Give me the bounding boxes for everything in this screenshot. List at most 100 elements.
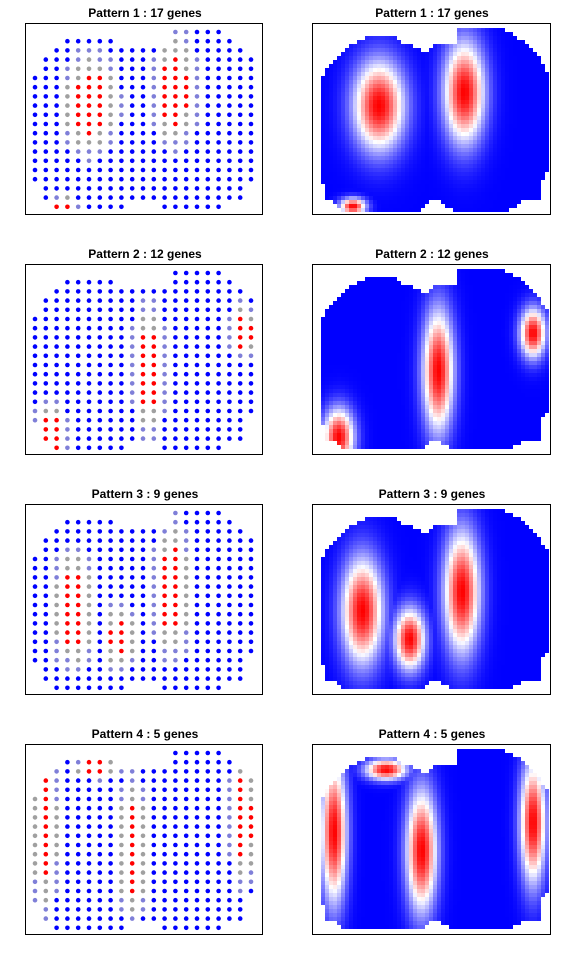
surface-cell: [365, 409, 369, 413]
surface-cell: [433, 112, 437, 116]
surface-cell: [357, 180, 361, 184]
expression-spot: [140, 436, 146, 441]
expression-spot: [173, 298, 178, 303]
surface-cell: [533, 333, 537, 337]
surface-cell: [469, 56, 473, 60]
surface-cell: [341, 353, 345, 357]
expression-spot: [183, 390, 189, 395]
surface-cell: [421, 313, 425, 317]
surface-cell: [353, 293, 357, 297]
expression-spot: [205, 94, 211, 99]
surface-cell: [529, 305, 533, 309]
surface-cell: [417, 317, 421, 321]
surface-cell: [477, 164, 481, 168]
surface-cell: [509, 40, 513, 44]
surface-cell: [421, 144, 425, 148]
expression-spot: [173, 289, 178, 294]
surface-cell: [329, 108, 333, 112]
surface-cell: [429, 184, 433, 188]
surface-cell: [353, 116, 357, 120]
surface-cell: [381, 168, 385, 172]
surface-cell: [333, 60, 337, 64]
expression-spot: [108, 121, 113, 127]
surface-cell: [505, 192, 509, 196]
surface-cell: [389, 36, 393, 40]
surface-cell: [465, 116, 469, 120]
surface-cell: [401, 413, 405, 417]
expression-spot: [108, 289, 113, 294]
expression-spot: [75, 66, 81, 72]
surface-cell: [409, 84, 413, 88]
surface-cell: [505, 72, 509, 76]
surface-cell: [365, 76, 369, 80]
surface-cell: [345, 365, 349, 369]
surface-cell: [357, 104, 361, 108]
surface-cell: [501, 156, 505, 160]
surface-cell: [373, 92, 377, 96]
expression-spot: [32, 158, 38, 164]
surface-cell: [489, 192, 493, 196]
surface-cell: [505, 116, 509, 120]
surface-cell: [421, 152, 425, 156]
surface-cell: [469, 200, 473, 204]
surface-cell: [397, 281, 401, 285]
surface-cell: [493, 325, 497, 329]
surface-cell: [341, 361, 345, 365]
surface-cell: [461, 128, 465, 132]
surface-cell: [529, 192, 533, 196]
surface-cell: [517, 100, 521, 104]
surface-cell: [529, 124, 533, 128]
surface-cell: [357, 200, 361, 204]
surface-cell: [429, 140, 433, 144]
surface-cell: [381, 92, 385, 96]
surface-cell: [461, 373, 465, 377]
surface-cell: [449, 361, 453, 365]
surface-cell: [457, 341, 461, 345]
surface-cell: [497, 301, 501, 305]
surface-cell: [413, 156, 417, 160]
surface-cell: [517, 120, 521, 124]
expression-spot: [237, 158, 243, 164]
surface-cell: [445, 44, 449, 48]
surface-cell: [545, 345, 549, 349]
surface-cell: [513, 365, 517, 369]
surface-cell: [485, 305, 489, 309]
expression-spot: [108, 66, 113, 72]
surface-cell: [533, 397, 537, 401]
surface-cell: [477, 281, 481, 285]
surface-cell: [393, 84, 397, 88]
surface-cell: [421, 128, 425, 132]
surface-cell: [365, 116, 369, 120]
expression-spot: [140, 381, 146, 386]
surface-cell: [413, 409, 417, 413]
surface-cell: [353, 76, 357, 80]
surface-cell: [517, 192, 521, 196]
surface-cell: [433, 120, 437, 124]
surface-cell: [545, 156, 549, 160]
surface-cell: [361, 393, 365, 397]
surface-cell: [333, 341, 337, 345]
surface-cell: [485, 48, 489, 52]
surface-cell: [433, 325, 437, 329]
surface-cell: [489, 405, 493, 409]
surface-cell: [461, 52, 465, 56]
expression-spot: [86, 103, 92, 108]
expression-spot: [173, 158, 178, 164]
surface-cell: [421, 100, 425, 104]
surface-cell: [521, 317, 525, 321]
surface-cell: [449, 136, 453, 140]
surface-cell: [377, 401, 381, 405]
surface-cell: [497, 144, 501, 148]
surface-cell: [345, 297, 349, 301]
expression-spot: [248, 362, 254, 368]
surface-cell: [453, 156, 457, 160]
expression-spot: [119, 381, 124, 386]
surface-cell: [477, 273, 481, 277]
surface-cell: [425, 192, 429, 196]
surface-cell: [461, 317, 465, 321]
surface-cell: [497, 188, 501, 192]
surface-cell: [449, 168, 453, 172]
surface-cell: [445, 365, 449, 369]
surface-cell: [381, 44, 385, 48]
surface-cell: [421, 369, 425, 373]
